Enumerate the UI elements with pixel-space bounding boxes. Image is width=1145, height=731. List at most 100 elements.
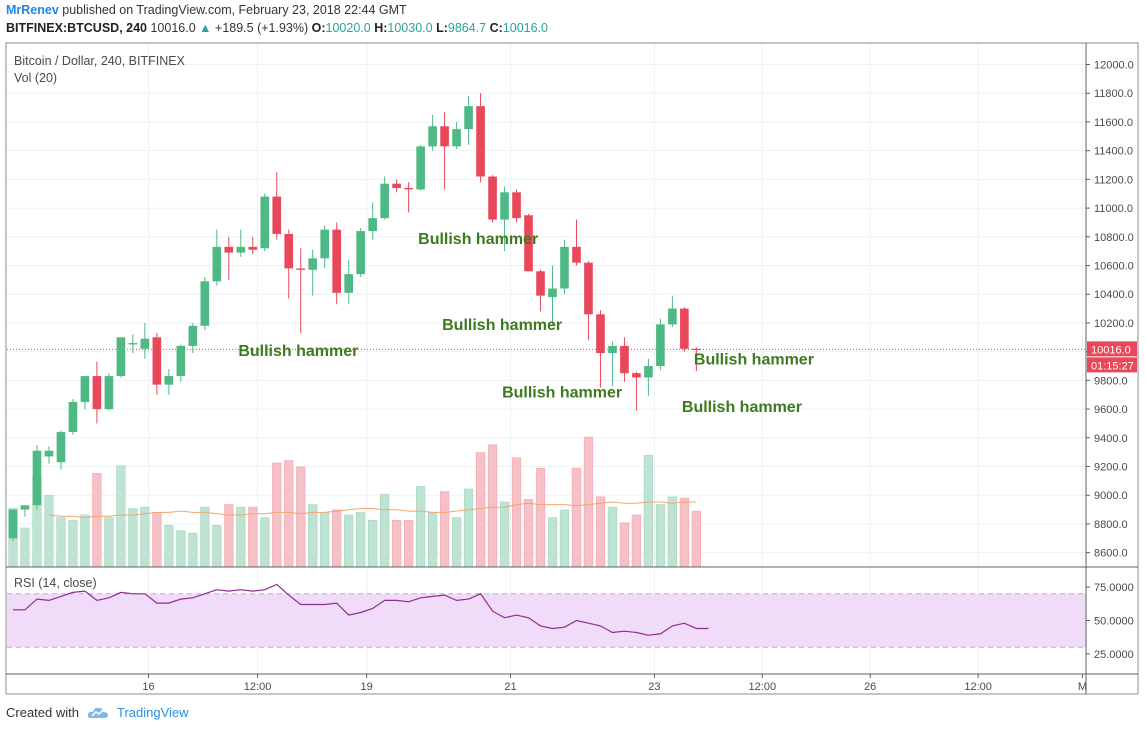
volume-bar	[152, 512, 162, 568]
volume-bar	[284, 460, 294, 568]
candle-body	[320, 229, 330, 259]
last-price-tag	[1087, 341, 1137, 357]
annotation-label: Bullish hammer	[682, 399, 802, 416]
volume-bar	[427, 512, 438, 568]
volume-bar	[140, 506, 150, 568]
volume-bar	[248, 506, 258, 568]
up-arrow-icon: ▲	[199, 21, 212, 35]
candle-body	[428, 126, 437, 147]
pane-frames	[5, 42, 1139, 695]
volume-legend: Vol (20)	[14, 71, 57, 85]
rsi-axis[interactable]: 25.0000 50.0000 75.0000	[1086, 582, 1134, 661]
price-axis[interactable]: 8600.0 8800.0 9000.0 9200.0 9400.0 9600.0 9800…	[1086, 60, 1134, 560]
footer: Created with TradingView	[6, 705, 189, 720]
volume-bar	[559, 509, 570, 568]
candle-body	[524, 215, 533, 272]
tradingview-link[interactable]: TradingView	[116, 705, 189, 720]
price-tick-label: 10400.0	[1094, 289, 1134, 301]
time-tick-label: 12:00	[964, 681, 992, 693]
candle-body	[236, 246, 246, 253]
candle-body	[44, 450, 54, 457]
time-axis[interactable]: 16 12:00 19 21 23 12:00 26 12:00 M	[142, 674, 1087, 693]
time-tick-label: M	[1078, 681, 1087, 693]
candle-body	[692, 348, 701, 350]
volume-bar	[487, 444, 498, 568]
main-legend-title: Bitcoin / Dollar, 240, BITFINEX	[14, 54, 186, 68]
candle-body	[644, 366, 653, 378]
annotations: Bullish hammer Bullish hammer Bullish hamm…	[238, 231, 814, 416]
candle-body	[500, 192, 509, 220]
candle-body	[488, 176, 497, 220]
candle-body	[152, 337, 162, 385]
candle-body	[20, 505, 30, 510]
volume-bar	[643, 454, 654, 568]
volume-bar	[116, 465, 126, 568]
symbol-label: BITFINEX:BTCUSD, 240	[6, 21, 147, 35]
price-tick-label: 8800.0	[1094, 519, 1128, 531]
candle-body	[440, 126, 449, 147]
rsi-tick-label: 50.0000	[1094, 616, 1134, 628]
candle-body	[368, 218, 377, 232]
volume-bar	[56, 517, 66, 568]
candles	[8, 93, 701, 542]
volume-bar	[404, 519, 414, 568]
candle-body	[8, 509, 18, 539]
price-tick-label: 10200.0	[1094, 318, 1134, 330]
volume-bar	[176, 530, 186, 568]
price-tags: 10016.0 01:15:27	[1087, 341, 1137, 373]
time-tick-label: 26	[864, 681, 876, 693]
close-value: 10016.0	[502, 21, 548, 35]
volume-bar	[607, 506, 618, 568]
candle-body	[548, 288, 557, 298]
volume-bar	[128, 508, 138, 568]
candle-body	[68, 401, 78, 433]
price-tick-label: 9200.0	[1094, 462, 1128, 474]
author-link[interactable]: MrRenev	[6, 3, 59, 17]
volume-bar	[511, 457, 522, 568]
tradingview-cloud-icon	[87, 707, 108, 718]
candle-body	[212, 246, 222, 282]
time-tick-label: 21	[504, 681, 516, 693]
symbol-info-line: BITFINEX:BTCUSD, 240 10016.0 ▲ +189.5 (+…	[6, 21, 548, 35]
volume-bar	[380, 493, 390, 568]
price-tick-label: 9800.0	[1094, 375, 1128, 387]
rsi-legend: RSI (14, close)	[14, 576, 97, 590]
time-tick-label: 12:00	[749, 681, 777, 693]
candle-body	[80, 376, 90, 402]
candle-body	[416, 146, 425, 190]
volume-bar	[80, 514, 90, 568]
candle-body	[668, 308, 677, 325]
publish-header: MrRenev published on TradingView.com, Fe…	[6, 3, 407, 17]
volume-bar	[691, 510, 701, 568]
candle-body	[560, 246, 569, 289]
candle-body	[116, 337, 126, 377]
volume-bar	[547, 517, 558, 568]
volume-bar	[272, 462, 282, 568]
candle-body	[296, 268, 306, 270]
high-label: H:	[374, 21, 388, 35]
candle-body	[248, 246, 258, 250]
volume-bar	[104, 517, 114, 568]
candle-body	[260, 196, 270, 249]
price-tick-label: 9400.0	[1094, 433, 1128, 445]
open-value: 10020.0	[325, 21, 371, 35]
candle-body	[476, 106, 485, 177]
candle-body	[224, 246, 234, 253]
candle-body	[584, 262, 593, 315]
volume-bar	[595, 496, 606, 568]
candle-body	[356, 231, 365, 275]
countdown-tag-text: 01:15:27	[1091, 360, 1134, 372]
volume-bar	[475, 452, 486, 568]
annotation-label: Bullish hammer	[238, 343, 358, 360]
rsi-tick-label: 75.0000	[1094, 582, 1134, 594]
volume-bar	[296, 466, 306, 568]
price-tick-label: 11200.0	[1094, 174, 1133, 186]
annotation-label: Bullish hammer	[694, 352, 814, 369]
low-label: L:	[436, 21, 448, 35]
candle-body	[596, 314, 605, 354]
volume-bar	[463, 488, 474, 568]
candle-body	[404, 187, 413, 190]
price-tick-label: 8600.0	[1094, 548, 1128, 560]
volume-bar	[356, 512, 366, 568]
